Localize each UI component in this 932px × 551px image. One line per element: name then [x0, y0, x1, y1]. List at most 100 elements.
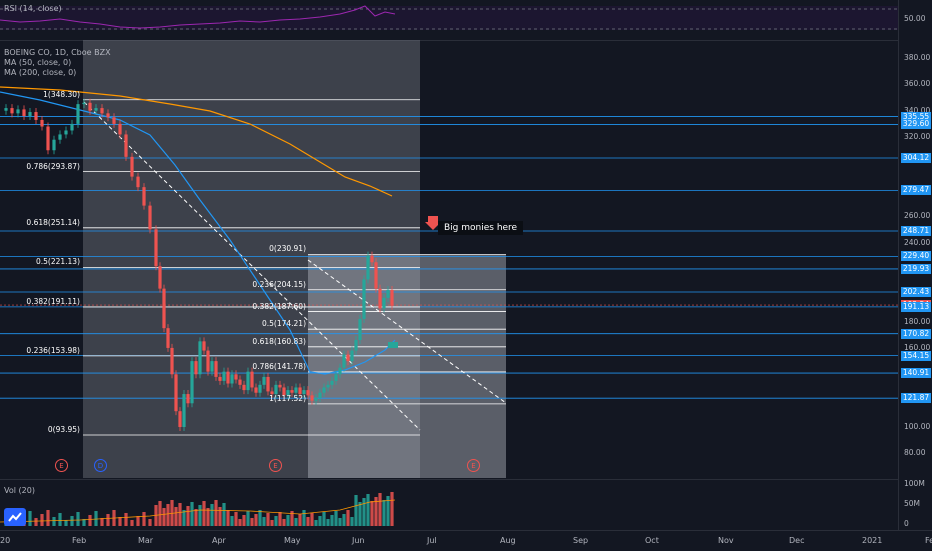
price-pane[interactable]: BOEING CO, 1D, Cboe BZX MA (50, close, 0… — [0, 40, 898, 478]
price-level-badge[interactable]: 335.55 — [901, 111, 931, 122]
volume-bar — [390, 492, 394, 526]
price-level-badge[interactable]: 279.47 — [901, 185, 931, 196]
dividend-marker-icon[interactable]: D — [94, 459, 107, 472]
candle-body — [286, 390, 290, 396]
volume-bar — [302, 510, 306, 526]
price-tick-label: 80.00 — [904, 448, 926, 457]
earnings-marker-icon[interactable]: E — [269, 459, 282, 472]
candle-body — [262, 376, 266, 385]
time-tick-label: Jul — [427, 536, 437, 545]
symbol-title[interactable]: BOEING CO, 1D, Cboe BZX — [4, 48, 111, 57]
price-level-badge[interactable]: 219.93 — [901, 263, 931, 274]
candle-body — [142, 187, 146, 206]
volume-bar — [298, 514, 302, 526]
volume-bar — [294, 518, 298, 526]
pane-separator[interactable] — [0, 479, 932, 480]
candle-body — [270, 391, 274, 395]
volume-bar — [194, 509, 198, 526]
candle-body — [358, 318, 362, 341]
price-level-badge[interactable]: 154.15 — [901, 350, 931, 361]
earnings-marker-icon[interactable]: E — [467, 459, 480, 472]
down-arrow-icon — [425, 216, 441, 230]
volume-pane[interactable]: Vol (20) — [0, 480, 898, 530]
candle-body — [350, 350, 354, 362]
candle-body — [298, 387, 302, 395]
volume-bar — [142, 512, 146, 526]
volume-bar — [178, 503, 182, 526]
ma50-legend[interactable]: MA (50, close, 0) — [4, 58, 72, 67]
callout-label[interactable]: Big monies here — [438, 221, 524, 235]
volume-bar — [386, 496, 390, 526]
volume-bar — [322, 512, 326, 526]
price-level-badge[interactable]: 329.60 — [901, 119, 931, 130]
candle-body — [302, 390, 306, 395]
volume-bar — [214, 500, 218, 526]
candle-body — [22, 109, 26, 116]
price-tick-label: 360.00 — [904, 79, 931, 88]
candle-body — [214, 361, 218, 377]
price-axis[interactable]: 50.00380.00360.00340.00320.00280.00260.0… — [898, 0, 932, 530]
volume-bar — [346, 510, 350, 526]
volume-ma-line — [0, 499, 396, 523]
fib-level-label: 0(230.91) — [269, 244, 306, 254]
volume-bar — [374, 497, 378, 526]
price-level-badge[interactable]: 170.82 — [901, 328, 931, 339]
fib-level-label: 0.786(141.78) — [252, 361, 306, 371]
volume-bar — [270, 520, 274, 526]
rsi-pane[interactable]: RSI (14, close) — [0, 0, 898, 40]
fib-level-label: 1(348.30) — [43, 89, 80, 99]
time-axis[interactable]: 20 Feb Mar Apr May Jun Jul Aug Sep Oct Nov Dec 2021 F… — [0, 530, 932, 551]
candle-body — [222, 371, 226, 381]
volume-bar — [250, 518, 254, 526]
price-level-badge[interactable]: 191.13 — [901, 301, 931, 312]
price-level-badge[interactable]: 121.87 — [901, 393, 931, 404]
price-tick-label: 50.00 — [904, 14, 926, 23]
candle-body — [112, 117, 116, 124]
volume-bar — [210, 504, 214, 526]
candle-body — [4, 108, 8, 111]
fib-level-label: 0.5(174.21) — [261, 319, 306, 329]
candle-body — [310, 395, 314, 401]
candle-body — [130, 156, 134, 177]
volume-bar — [76, 512, 80, 526]
price-level-badge[interactable]: 248.71 — [901, 226, 931, 237]
candle-body — [106, 113, 110, 118]
volume-bar — [88, 515, 92, 526]
price-tick-label: 340.00 — [904, 106, 931, 115]
pane-separator[interactable] — [0, 40, 932, 41]
price-level-badge[interactable]: 202.43 — [901, 287, 931, 297]
candle-body — [40, 119, 44, 127]
candle-body — [254, 387, 258, 393]
chart-legend: BOEING CO, 1D, Cboe BZX MA (50, close, 0… — [4, 48, 111, 78]
earnings-marker-icon[interactable]: E — [55, 459, 68, 472]
rsi-chart — [0, 5, 898, 30]
volume-bar — [338, 518, 342, 526]
time-tick-label: Aug — [500, 536, 516, 545]
volume-tick-label: 100M — [904, 479, 925, 488]
trend-line-2 — [307, 259, 507, 404]
fib-level-label: 0.618(251.14) — [26, 217, 80, 227]
volume-bar — [198, 505, 202, 526]
volume-bar — [358, 502, 362, 526]
candle-body — [182, 394, 186, 427]
candle-body — [374, 262, 378, 289]
price-level-badge[interactable]: 304.12 — [901, 152, 931, 163]
volume-bar — [314, 520, 318, 526]
volume-bar — [166, 504, 170, 526]
volume-bar — [318, 516, 322, 526]
ma50-line — [0, 91, 396, 375]
volume-bar — [174, 507, 178, 526]
candle-body — [82, 102, 86, 105]
price-level-badge[interactable]: 140.91 — [901, 368, 931, 379]
time-tick-label: Dec — [789, 536, 805, 545]
candle-body — [158, 266, 162, 289]
volume-bar — [190, 502, 194, 526]
ma200-legend[interactable]: MA (200, close, 0) — [4, 68, 77, 77]
volume-bar — [354, 495, 358, 526]
volume-bar — [46, 510, 50, 526]
price-level-badge[interactable]: 229.40 — [901, 251, 931, 262]
tradingview-logo-icon[interactable] — [4, 508, 26, 526]
fib-level-label: 0.236(204.15) — [252, 279, 306, 289]
volume-bar — [274, 516, 278, 526]
candle-body — [390, 289, 394, 306]
